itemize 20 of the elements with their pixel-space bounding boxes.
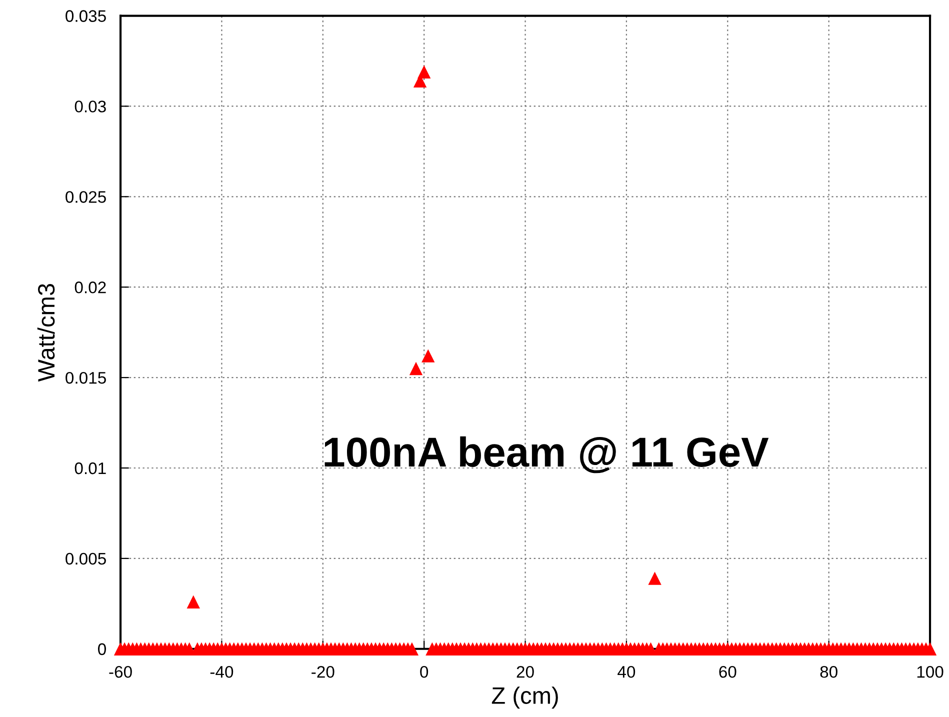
x-tick-label: 0 (420, 666, 428, 678)
x-tick-label: -20 (312, 666, 334, 678)
x-tick-label: 100 (917, 666, 944, 678)
y-tick-label: 0.01 (74, 462, 106, 474)
x-axis-title: Z (cm) (492, 686, 558, 709)
y-tick-label: 0.02 (74, 282, 106, 294)
y-tick-label: 0.025 (66, 191, 106, 203)
annotation: 100nA beam @ 11 GeV (324, 436, 769, 474)
x-tick-label: -40 (210, 666, 234, 678)
x-tick-label: 60 (719, 666, 736, 678)
x-tick-label: 40 (618, 666, 636, 678)
y-tick-label: 0 (98, 643, 106, 656)
y-tick-label: 0.035 (66, 10, 106, 22)
y-tick-label: 0.005 (66, 552, 106, 565)
x-tick-label: 20 (516, 666, 534, 678)
y-tick-label: 0.03 (74, 100, 106, 112)
y-axis-title: Watt/cm3 (37, 284, 55, 382)
y-tick-label: 0.015 (66, 372, 106, 384)
x-tick-label: 80 (820, 666, 838, 678)
x-tick-label: -60 (109, 666, 132, 678)
